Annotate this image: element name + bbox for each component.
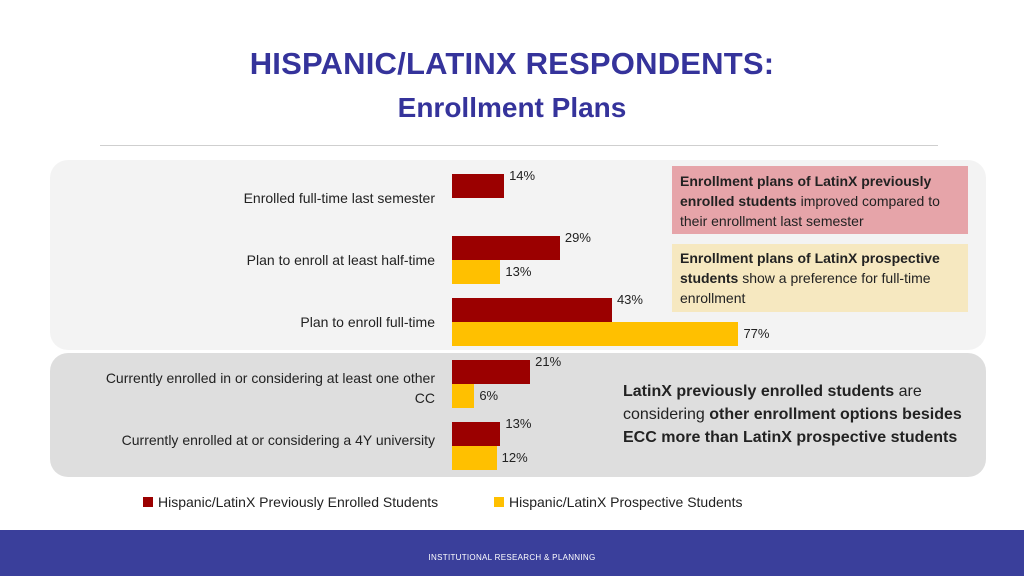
- category-label: Plan to enroll at least half-time: [246, 252, 435, 268]
- note-other-options: LatinX previously enrolled students are …: [623, 380, 973, 449]
- data-label: 13%: [505, 264, 532, 279]
- data-label: 29%: [564, 230, 591, 245]
- bar-previously-enrolled: [452, 174, 505, 198]
- footer-bar: [0, 530, 1024, 576]
- note-prospective: Enrollment plans of LatinX prospective s…: [672, 244, 968, 312]
- data-label: 77%: [743, 326, 770, 341]
- data-label: 12%: [501, 450, 528, 465]
- bar-prospective: [452, 322, 739, 346]
- note-previously-enrolled: Enrollment plans of LatinX previously en…: [672, 166, 968, 234]
- note3-text1: are considering: [623, 383, 922, 423]
- note3-bold1: LatinX previously enrolled students: [623, 383, 895, 400]
- note2-rest: show a preference for full-time enrollme…: [680, 270, 931, 306]
- footer-text: INSTITUTIONAL RESEARCH & PLANNING: [428, 553, 596, 562]
- category-label: Plan to enroll full-time: [300, 314, 435, 330]
- bar-previously-enrolled: [452, 422, 501, 446]
- bar-previously-enrolled: [452, 298, 612, 322]
- legend-swatch-previously-enrolled: [143, 497, 153, 507]
- legend-label-prospective: Hispanic/LatinX Prospective Students: [509, 494, 743, 510]
- bar-prospective: [452, 446, 497, 470]
- page-title: HISPANIC/LATINX RESPONDENTS:: [249, 46, 775, 81]
- data-label: 13%: [505, 416, 532, 431]
- title-divider: [100, 145, 938, 146]
- legend-label-previously-enrolled: Hispanic/LatinX Previously Enrolled Stud…: [158, 494, 439, 510]
- category-label: Currently enrolled in or considering at …: [105, 370, 435, 406]
- data-label: 43%: [616, 292, 643, 307]
- bar-previously-enrolled: [452, 360, 531, 384]
- legend-item-prospective: Hispanic/LatinX Prospective Students: [494, 494, 742, 510]
- note1-bold: Enrollment plans of LatinX previously en…: [680, 173, 932, 209]
- category-label: Enrolled full-time last semester: [243, 190, 435, 206]
- data-label: 21%: [535, 354, 562, 369]
- category-label: Currently enrolled at or considering a 4…: [121, 432, 435, 448]
- page-subtitle: Enrollment Plans: [397, 92, 627, 123]
- note3-bold2: other enrollment options besides ECC mor…: [623, 406, 962, 446]
- bar-prospective: [452, 260, 501, 284]
- data-label: 14%: [509, 168, 536, 183]
- bar-prospective: [452, 384, 475, 408]
- data-label: 6%: [479, 388, 499, 403]
- bar-previously-enrolled: [452, 236, 560, 260]
- note2-bold: Enrollment plans of LatinX prospective s…: [680, 250, 940, 286]
- legend-item-previously-enrolled: Hispanic/LatinX Previously Enrolled Stud…: [143, 494, 438, 510]
- legend-swatch-prospective: [494, 497, 504, 507]
- note1-rest: improved compared to their enrollment la…: [680, 193, 940, 229]
